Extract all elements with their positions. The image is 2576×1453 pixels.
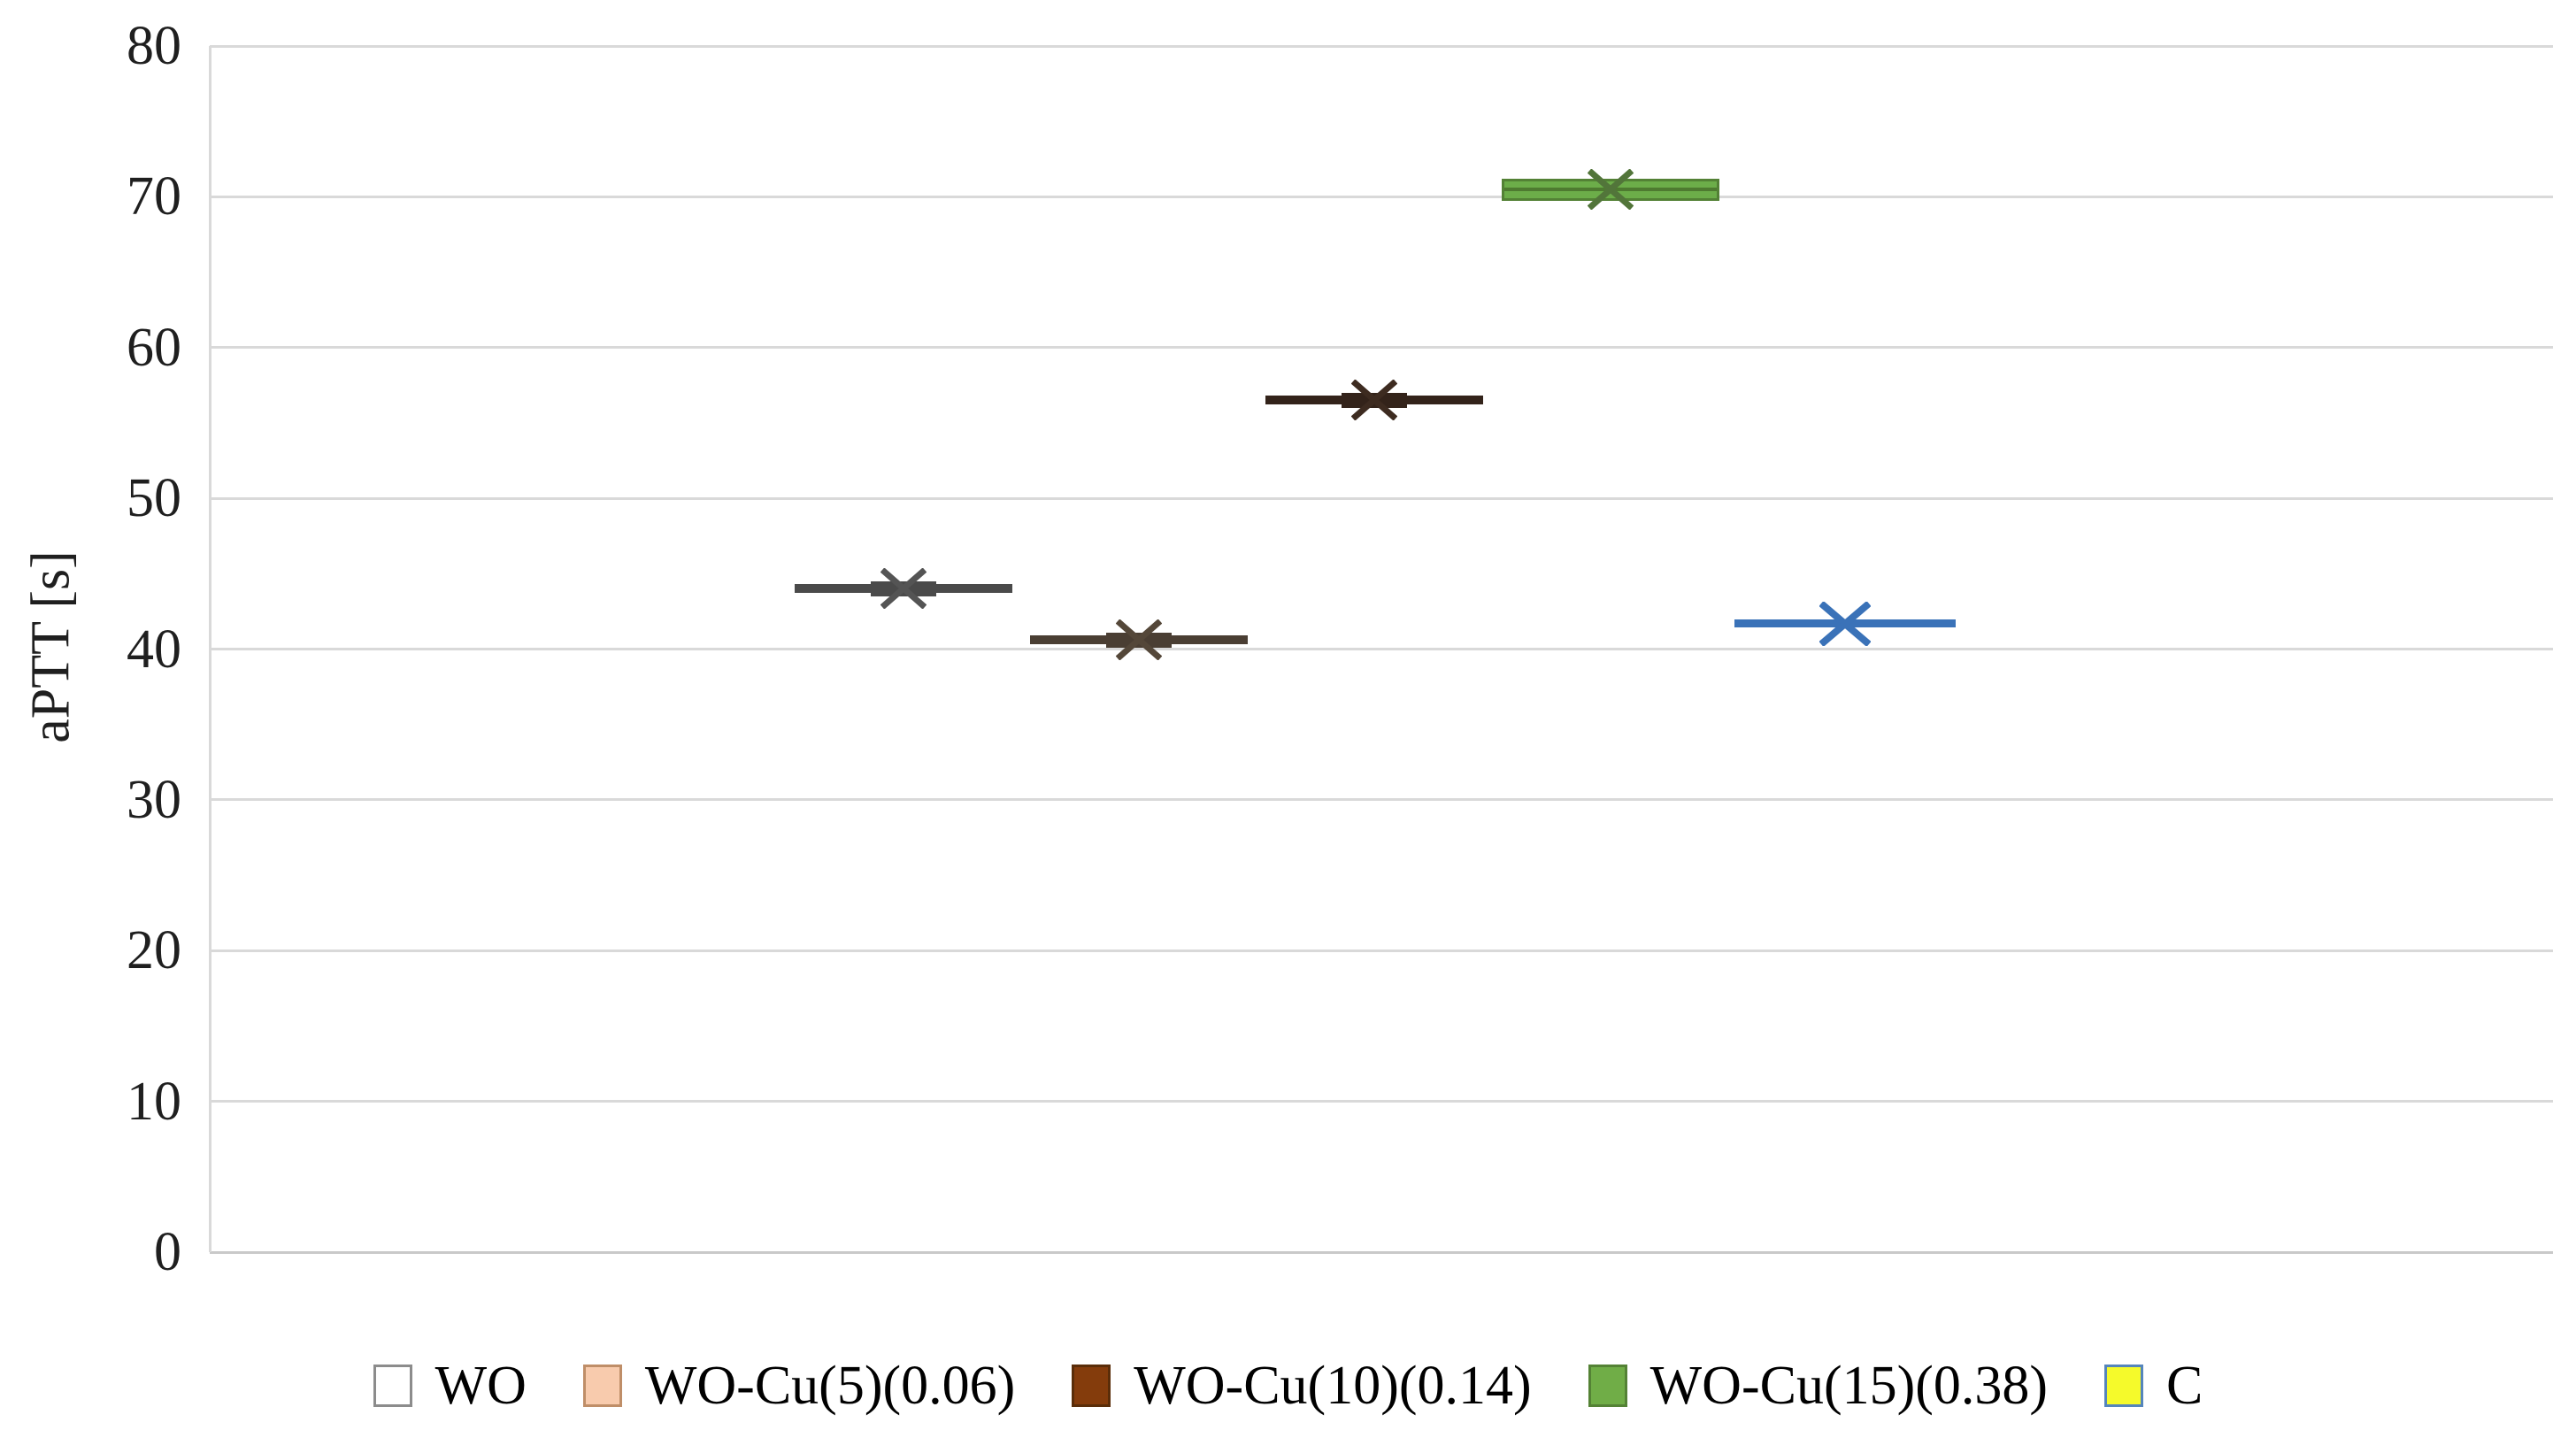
y-tick-label-10: 10 — [127, 1071, 181, 1132]
series-wo-cu-5-0-06-mean-x-marker — [1115, 619, 1162, 661]
chart-legend: WO WO-Cu(5)(0.06) WO-Cu(10)(0.14) WO-Cu(15)… — [0, 1352, 2576, 1419]
legend-swatch-series-c — [2104, 1365, 2144, 1407]
series-wo-cu-15-0-38-mean-x-marker — [1587, 168, 1634, 210]
gridline-y-10 — [210, 1100, 2553, 1103]
gridline-y-20 — [210, 949, 2553, 952]
gridline-y-0 — [210, 1250, 2553, 1254]
y-axis-line — [209, 46, 211, 1252]
gridline-y-30 — [210, 798, 2553, 802]
y-tick-label-0: 0 — [154, 1222, 181, 1282]
gridline-y-70 — [210, 195, 2553, 198]
legend-label-series-wo: WO — [434, 1355, 527, 1416]
gridline-y-50 — [210, 496, 2553, 500]
legend-item-series-wo-cu-5-0-06: WO-Cu(5)(0.06) — [582, 1355, 1016, 1418]
legend-swatch-series-wo-cu-15-0-38 — [1588, 1365, 1627, 1407]
gridline-y-80 — [210, 44, 2553, 48]
legend-item-series-wo: WO — [373, 1355, 527, 1418]
gridline-y-60 — [210, 346, 2553, 350]
gridline-y-40 — [210, 648, 2553, 650]
legend-label-series-wo-cu-10-0-14: WO-Cu(10)(0.14) — [1134, 1355, 1532, 1416]
series-wo-cu-10-0-14-mean-x-marker — [1351, 380, 1398, 421]
series-c-mean-x-marker — [1819, 601, 1872, 646]
legend-label-series-wo-cu-5-0-06: WO-Cu(5)(0.06) — [644, 1355, 1016, 1416]
series-wo-mean-x-marker — [880, 568, 927, 610]
legend-item-series-wo-cu-10-0-14: WO-Cu(10)(0.14) — [1072, 1355, 1532, 1418]
y-tick-label-40: 40 — [127, 619, 181, 680]
y-tick-label-20: 20 — [127, 920, 181, 981]
y-tick-label-50: 50 — [127, 468, 181, 529]
legend-label-series-c: C — [2166, 1355, 2203, 1416]
legend-swatch-series-wo-cu-10-0-14 — [1072, 1365, 1111, 1407]
y-tick-label-30: 30 — [127, 769, 181, 830]
legend-item-series-c: C — [2104, 1355, 2203, 1418]
legend-swatch-series-wo — [373, 1365, 412, 1407]
legend-item-series-wo-cu-15-0-38: WO-Cu(15)(0.38) — [1588, 1355, 2048, 1418]
y-tick-label-60: 60 — [127, 317, 181, 378]
y-tick-label-80: 80 — [127, 16, 181, 76]
legend-swatch-series-wo-cu-5-0-06 — [582, 1365, 622, 1407]
legend-label-series-wo-cu-15-0-38: WO-Cu(15)(0.38) — [1649, 1355, 2049, 1416]
y-tick-label-70: 70 — [127, 166, 181, 227]
